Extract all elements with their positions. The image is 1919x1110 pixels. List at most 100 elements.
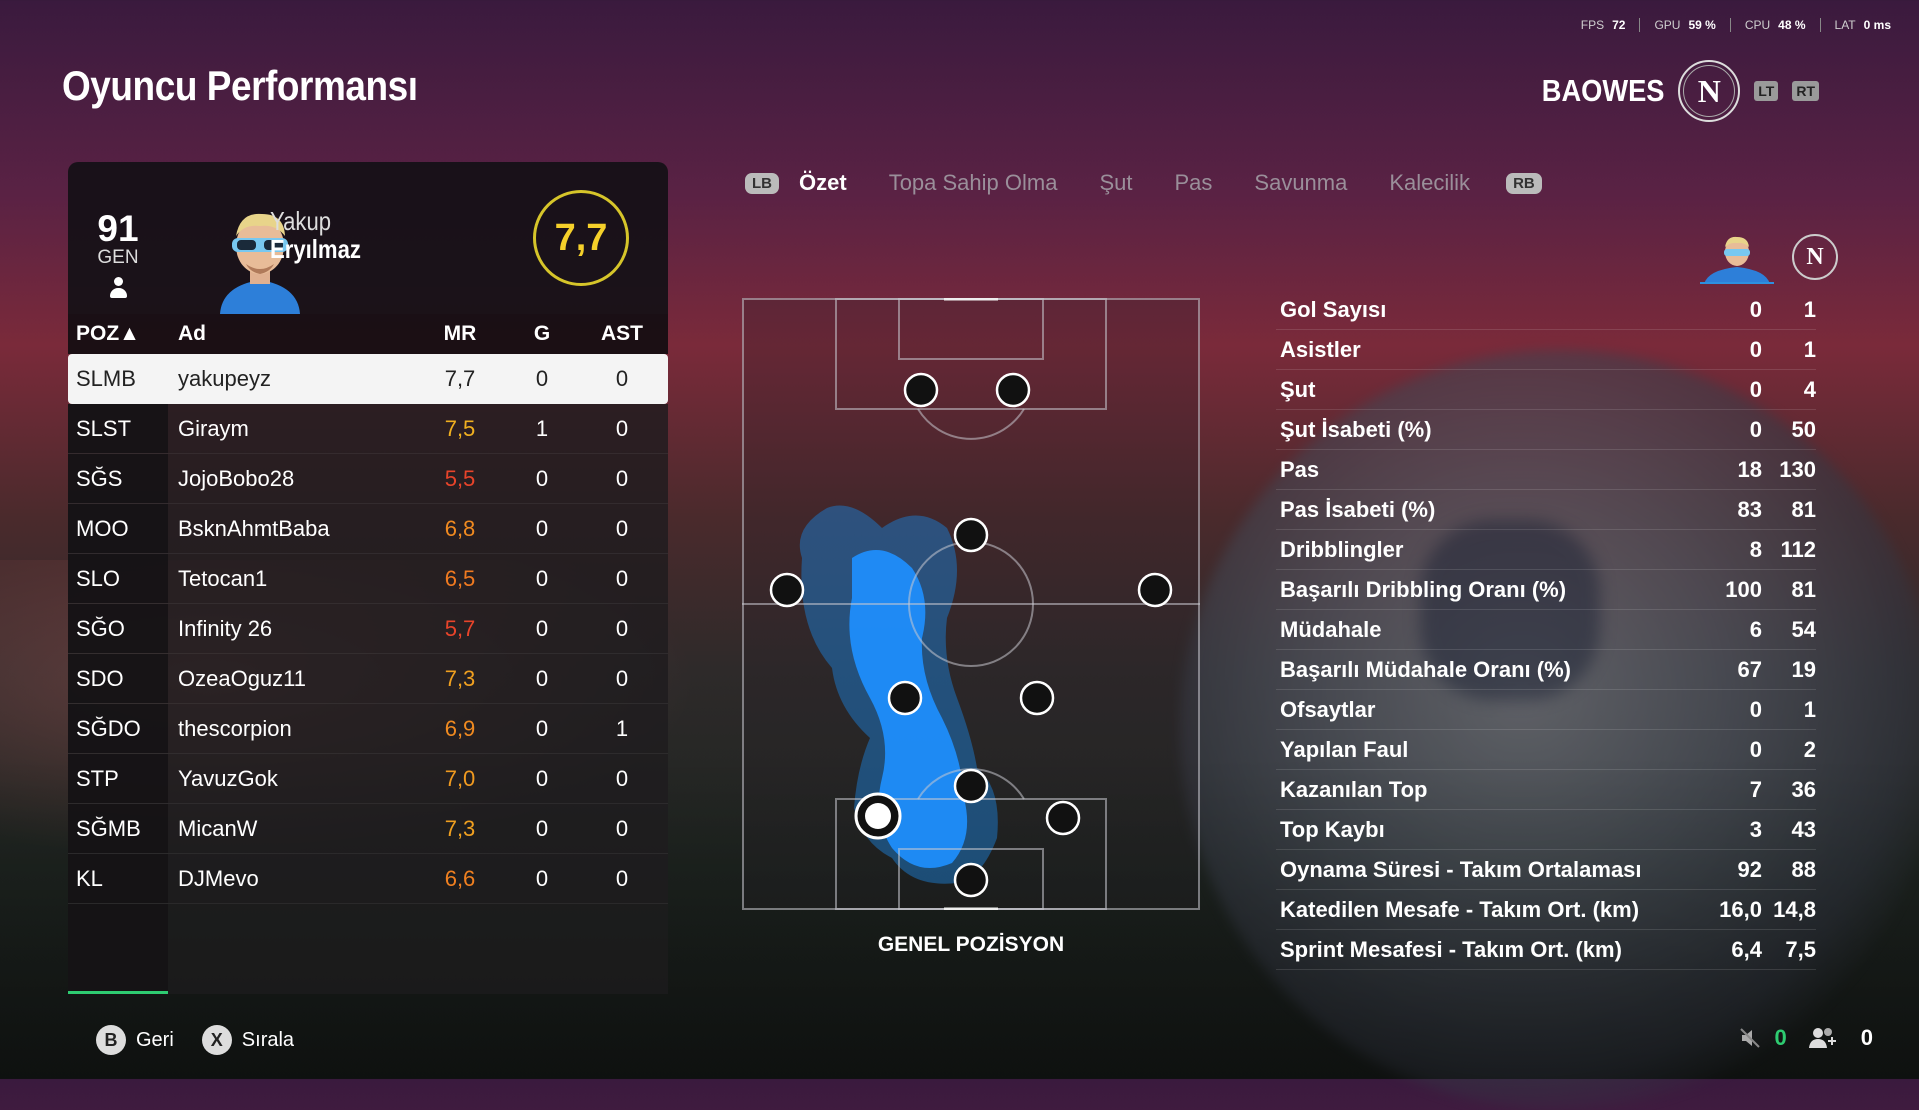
table-row[interactable]: STP YavuzGok 7,0 0 0 [68, 754, 668, 804]
g-cell: 0 [535, 715, 549, 741]
lb-button[interactable]: LB [745, 172, 779, 194]
position-heatmap [742, 298, 1200, 910]
table-body: SLMB yakupeyz 7,7 0 0 SLST Giraym 7,5 1 0 SĞS JojoB… [68, 354, 668, 904]
player-rating-ring: 7,7 [533, 190, 629, 286]
team-crest-icon: N [1678, 60, 1741, 122]
stat-row: Başarılı Dribbling Oranı (%) 100 81 [1276, 570, 1816, 610]
party-count: 0 [1860, 1025, 1873, 1050]
selected-player-marker [854, 792, 902, 840]
stat-team-value: 1 [1803, 296, 1816, 322]
tab-ozet[interactable]: Özet [799, 170, 847, 195]
lat-value: 0 ms [1863, 18, 1891, 32]
table-row[interactable]: SĞO Infinity 26 5,7 0 0 [68, 604, 668, 654]
stat-label: Başarılı Dribbling Oranı (%) [1280, 576, 1567, 602]
stat-label: Yapılan Faul [1280, 736, 1409, 762]
sort-label: Sırala [241, 1028, 295, 1051]
cpu-label: CPU [1744, 18, 1771, 32]
stat-team-value: 81 [1791, 576, 1816, 602]
pitch-label: GENEL POZİSYON [877, 933, 1065, 956]
table-row[interactable]: SĞMB MicanW 7,3 0 0 [68, 804, 668, 854]
table-row[interactable]: SDO OzeaOguz11 7,3 0 0 [68, 654, 668, 704]
pos-cell: SĞDO [68, 704, 168, 753]
stat-label: Katedilen Mesafe - Takım Ort. (km) [1280, 896, 1640, 922]
g-cell: 0 [535, 565, 549, 591]
overall-label: GEN [97, 247, 139, 268]
stat-row: Pas 18 130 [1276, 450, 1816, 490]
name-cell: MicanW [178, 815, 258, 841]
sort-button[interactable]: X Sırala [201, 1025, 295, 1055]
player-mini-portrait [1700, 236, 1774, 284]
tab-pas[interactable]: Pas [1174, 170, 1213, 195]
stat-player-value: 0 [1749, 296, 1762, 322]
party-icon [1808, 1028, 1836, 1048]
g-cell: 0 [535, 465, 549, 491]
stat-player-value: 67 [1737, 656, 1762, 682]
lat-label: LAT [1834, 18, 1856, 32]
stat-player-value: 100 [1725, 576, 1762, 602]
table-row[interactable]: SĞDO thescorpion 6,9 0 1 [68, 704, 668, 754]
ast-cell: 0 [615, 415, 629, 441]
pos-cell: SLMB [76, 365, 136, 391]
g-cell: 0 [535, 665, 549, 691]
table-row[interactable]: MOO BsknAhmtBaba 6,8 0 0 [68, 504, 668, 554]
col-ast[interactable]: AST [601, 322, 643, 345]
performance-hud: FPS 72 GPU 59 % CPU 48 % LAT 0 ms [1567, 18, 1905, 32]
table-row[interactable]: SĞS JojoBobo28 5,5 0 0 [68, 454, 668, 504]
table-row[interactable]: KL DJMevo 6,6 0 0 [68, 854, 668, 904]
stat-label: Sprint Mesafesi - Takım Ort. (km) [1280, 936, 1622, 962]
table-row[interactable]: SLO Tetocan1 6,5 0 0 [68, 554, 668, 604]
lt-button[interactable]: LT [1754, 81, 1779, 101]
stats-header: N [1700, 232, 1838, 284]
stat-player-value: 0 [1749, 336, 1762, 362]
stat-row: Dribblingler 8 112 [1276, 530, 1816, 570]
tab-topa-sahip-olma[interactable]: Topa Sahip Olma [888, 170, 1058, 195]
stat-row: Top Kaybı 3 43 [1276, 810, 1816, 850]
player-table: POZ▲ Ad MR G AST SLMB yakupeyz 7,7 0 0 SLST Gi… [68, 314, 668, 994]
stat-team-value: 112 [1780, 536, 1817, 562]
stat-team-value: 54 [1791, 616, 1816, 642]
stat-label: Dribblingler [1280, 536, 1404, 562]
stat-label: Pas [1280, 456, 1320, 482]
g-cell: 0 [535, 615, 549, 641]
player-portrait [220, 213, 300, 314]
player-marker [769, 572, 805, 608]
back-button[interactable]: B Geri [96, 1025, 174, 1055]
stat-row: Oynama Süresi - Takım Ortalaması 92 88 [1276, 850, 1816, 890]
tab-sut[interactable]: Şut [1099, 170, 1133, 195]
table-row[interactable]: SLMB yakupeyz 7,7 0 0 [68, 354, 668, 404]
team-crest-letter: N [1683, 65, 1736, 117]
mr-cell: 6,5 [444, 565, 476, 591]
stat-label: Ofsaytlar [1280, 696, 1376, 722]
stat-row: Yapılan Faul 0 2 [1276, 730, 1816, 770]
gpu-readout: GPU 59 % [1639, 18, 1729, 32]
back-label: Geri [136, 1028, 174, 1051]
pos-cell: SLO [68, 554, 168, 603]
mr-cell: 7,3 [444, 665, 476, 691]
col-name[interactable]: Ad [178, 322, 206, 345]
col-mr[interactable]: MR [443, 322, 477, 345]
pos-cell: SDO [68, 654, 168, 703]
table-row[interactable]: SLST Giraym 7,5 1 0 [68, 404, 668, 454]
tab-kalecilik[interactable]: Kalecilik [1389, 170, 1471, 195]
stat-team-value: 81 [1791, 496, 1816, 522]
col-g[interactable]: G [533, 322, 551, 345]
speaker-muted-icon [1739, 1028, 1760, 1048]
tab-savunma[interactable]: Savunma [1254, 170, 1348, 195]
mr-cell: 7,7 [444, 365, 476, 391]
player-marker [887, 680, 923, 716]
stat-team-value: 130 [1779, 456, 1816, 482]
mr-cell: 7,0 [444, 765, 476, 791]
stat-player-value: 7 [1749, 776, 1762, 802]
stat-player-value: 6 [1749, 616, 1762, 642]
rb-button[interactable]: RB [1506, 172, 1542, 194]
mr-cell: 6,9 [444, 715, 476, 741]
team-name: BAOWES [1541, 73, 1665, 108]
name-cell: OzeaOguz11 [178, 665, 307, 691]
stat-label: Başarılı Müdahale Oranı (%) [1280, 656, 1571, 682]
stat-player-value: 16,0 [1719, 896, 1762, 922]
name-cell: YavuzGok [178, 765, 278, 791]
col-pos[interactable]: POZ▲ [76, 322, 140, 345]
stat-row: Asistler 0 1 [1276, 330, 1816, 370]
pos-cell: SĞS [68, 454, 168, 503]
rt-button[interactable]: RT [1792, 81, 1819, 101]
